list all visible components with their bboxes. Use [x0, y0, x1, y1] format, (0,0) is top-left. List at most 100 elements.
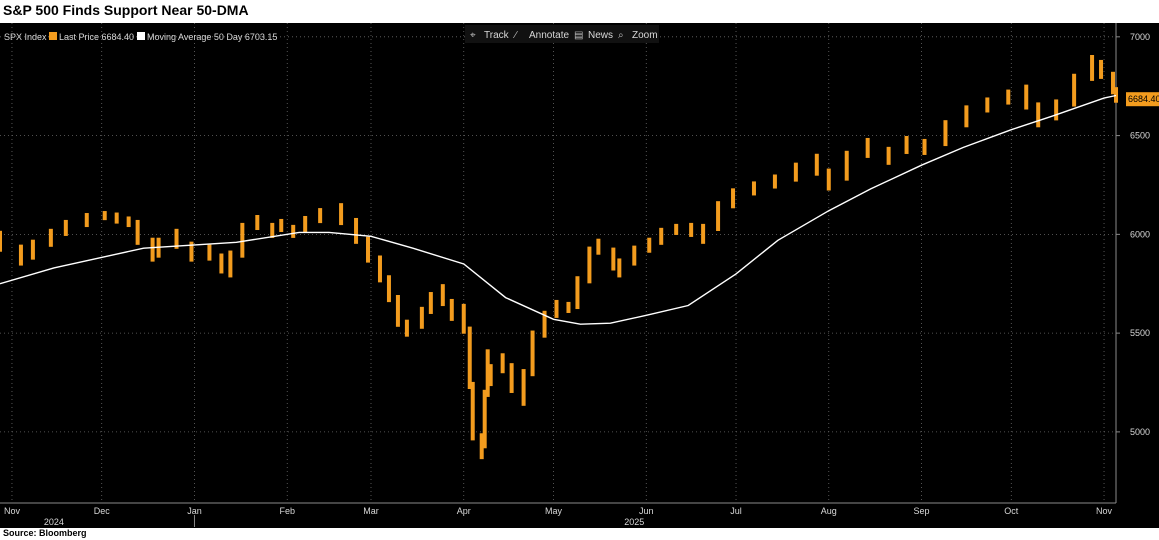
price-bar — [395, 295, 400, 327]
annotate-icon: ∕ — [512, 30, 518, 41]
price-bar — [174, 228, 179, 249]
price-bar — [826, 168, 831, 191]
price-bar — [689, 222, 694, 237]
moving-average-line — [0, 94, 1117, 325]
track-icon: ⌖ — [470, 30, 476, 41]
price-bar — [566, 301, 571, 313]
price-bar — [48, 228, 53, 247]
price-bar — [1111, 71, 1116, 95]
price-bar — [632, 245, 637, 266]
price-bar — [18, 244, 23, 266]
price-bar — [886, 146, 891, 165]
price-bar — [985, 97, 990, 113]
price-bar — [1099, 59, 1104, 79]
plot-area[interactable]: 7000 6500 6000 5500 5000 Nov Dec Jan Feb Mar Apr M… — [0, 23, 1159, 528]
price-bar — [904, 135, 909, 154]
price-bar — [240, 222, 245, 258]
zoom-label: Zoom — [632, 30, 658, 41]
price-bar — [587, 246, 592, 284]
x-year-label: 2025 — [624, 517, 644, 527]
price-bar — [509, 363, 514, 393]
price-bar — [470, 381, 475, 441]
price-bar — [617, 258, 622, 278]
price-bar — [611, 247, 616, 271]
x-tick-label: Jun — [639, 506, 654, 516]
price-bar — [279, 218, 284, 232]
x-tick-label: Jul — [730, 506, 742, 516]
price-bar — [318, 208, 323, 224]
y-tick-label: 6000 — [1130, 229, 1150, 239]
chart-toolbar: ⌖ Track ∕ Annotate ▤ News ⌕ Zoom — [465, 25, 659, 43]
price-bar — [428, 292, 433, 314]
x-tick-label: Nov — [1096, 506, 1113, 516]
legend-swatch-ma — [137, 32, 145, 40]
price-bar — [189, 241, 194, 262]
price-bar — [865, 137, 870, 158]
price-bar — [386, 275, 391, 303]
last-price-tag-value: 6684.40 — [1128, 94, 1159, 104]
x-tick-label: Feb — [279, 506, 295, 516]
price-bar — [303, 215, 308, 232]
price-bar — [485, 349, 490, 397]
price-bar — [542, 310, 547, 338]
price-bar — [1114, 87, 1118, 103]
price-bar — [135, 219, 140, 245]
price-bar — [419, 306, 424, 329]
price-bar — [291, 224, 296, 238]
price-bar — [354, 217, 359, 244]
price-bar — [521, 369, 526, 406]
price-bar — [63, 219, 68, 236]
x-axis: Nov Dec Jan Feb Mar Apr May Jun Jul Aug Sep Oct Nov 2… — [0, 502, 1116, 527]
price-bar — [674, 223, 679, 235]
legend-swatch-price — [49, 32, 57, 40]
price-bar — [1006, 89, 1011, 105]
toolbar-annotate-button[interactable]: ∕ Annotate — [512, 30, 569, 41]
price-bar — [339, 203, 344, 226]
source-note: Source: Bloomberg — [3, 528, 87, 538]
price-bar — [1090, 55, 1095, 81]
price-bar — [102, 211, 107, 221]
annotate-label: Annotate — [529, 30, 569, 41]
x-tick-label: Oct — [1004, 506, 1019, 516]
price-bar — [449, 298, 454, 321]
track-label: Track — [484, 30, 510, 41]
last-price-tag-box — [1126, 92, 1159, 107]
price-bar — [1024, 84, 1029, 110]
toolbar-track-button[interactable]: ⌖ Track — [470, 30, 510, 41]
price-bar — [228, 250, 233, 278]
price-bar — [575, 276, 580, 310]
price-bar — [150, 237, 155, 262]
news-icon: ▤ — [574, 30, 583, 41]
price-bar — [530, 330, 535, 377]
y-tick-label: 6500 — [1130, 131, 1150, 141]
price-bar — [404, 319, 409, 337]
toolbar-zoom-button[interactable]: ⌕ Zoom — [618, 30, 658, 41]
price-bar — [30, 239, 35, 260]
legend: SPX Index Last Price 6684.40 Moving Aver… — [4, 32, 277, 42]
toolbar-news-button[interactable]: ▤ News — [574, 30, 613, 41]
y-axis: 7000 6500 6000 5500 5000 — [1115, 23, 1150, 503]
y-tick-label: 5000 — [1130, 427, 1150, 437]
price-bar — [1054, 99, 1059, 121]
news-label: News — [588, 30, 613, 41]
price-bar — [488, 364, 493, 387]
last-price-tag: 6684.40 — [1126, 92, 1159, 107]
x-tick-label: Mar — [363, 506, 379, 516]
price-bar — [1036, 102, 1041, 128]
price-bar — [114, 212, 119, 224]
price-bar — [659, 227, 664, 245]
chart-svg[interactable]: 7000 6500 6000 5500 5000 Nov Dec Jan Feb Mar Apr M… — [0, 23, 1159, 528]
price-bar — [647, 237, 652, 253]
price-bar — [479, 433, 484, 460]
price-bar — [596, 238, 601, 255]
price-bar — [772, 174, 777, 189]
chart-title: S&P 500 Finds Support Near 50-DMA — [3, 2, 249, 18]
x-tick-label: May — [545, 506, 563, 516]
price-bar — [814, 153, 819, 176]
x-tick-label: Sep — [914, 506, 930, 516]
legend-index: SPX Index — [4, 32, 47, 42]
y-tick-label: 5500 — [1130, 328, 1150, 338]
price-bar — [793, 162, 798, 182]
price-bar — [0, 230, 2, 252]
